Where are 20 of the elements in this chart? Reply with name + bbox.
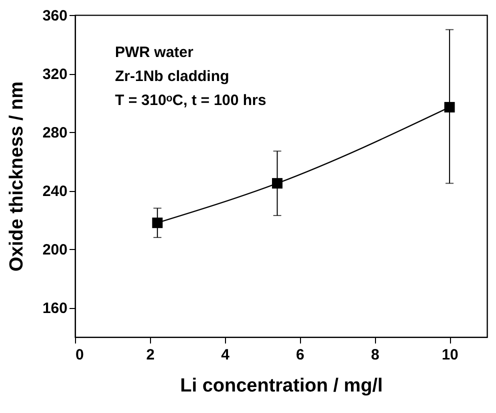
y-tick-label: 360 bbox=[42, 8, 68, 24]
x-tick-label: 8 bbox=[370, 346, 380, 364]
y-tick-label: 200 bbox=[42, 242, 68, 259]
y-axis-title: Oxide thickness / nm bbox=[6, 81, 28, 272]
x-tick-label: 0 bbox=[76, 346, 84, 364]
annotation: PWR water bbox=[115, 44, 194, 61]
x-axis-title: Li concentration / mg/l bbox=[180, 376, 383, 396]
point bbox=[444, 102, 455, 112]
y-tick-label: 240 bbox=[42, 183, 68, 200]
point bbox=[272, 178, 282, 189]
annotation: T = 310ᵒC, t = 100 hrs bbox=[115, 92, 266, 109]
x-tick-label: 6 bbox=[296, 346, 304, 364]
x-tick-label: 2 bbox=[146, 346, 155, 364]
y-tick-label: 160 bbox=[42, 300, 68, 318]
x-tick-label: 4 bbox=[221, 346, 230, 364]
y-tick-label: 320 bbox=[42, 66, 68, 84]
annotation: Zr-1Nb cladding bbox=[115, 68, 230, 85]
x-tick-label: 10 bbox=[442, 346, 458, 364]
point bbox=[152, 218, 163, 228]
y-tick-label: 280 bbox=[42, 124, 68, 142]
